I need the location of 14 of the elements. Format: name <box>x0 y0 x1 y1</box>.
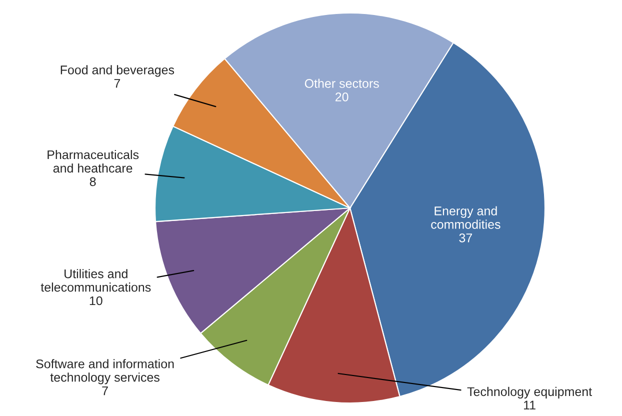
data-label: 37 <box>459 233 472 242</box>
data-label: 8 <box>90 177 96 186</box>
data-label: 7 <box>102 386 108 396</box>
slice-label: Food and beverages <box>60 65 174 77</box>
data-label: 20 <box>336 92 348 102</box>
data-label: 11 <box>524 400 536 410</box>
slice-label: Pharmaceuticals and heathcare <box>48 150 139 173</box>
slice-label: Software and information technology services <box>36 359 174 384</box>
slice-label: Other sectors <box>304 78 379 88</box>
data-label: 7 <box>114 79 120 88</box>
slice-label: Technology equipment <box>467 386 592 399</box>
slice-label: Utilities and telecommunications <box>40 269 151 292</box>
slice-label: Energy and commodities <box>431 206 500 229</box>
data-label: 10 <box>90 296 102 306</box>
